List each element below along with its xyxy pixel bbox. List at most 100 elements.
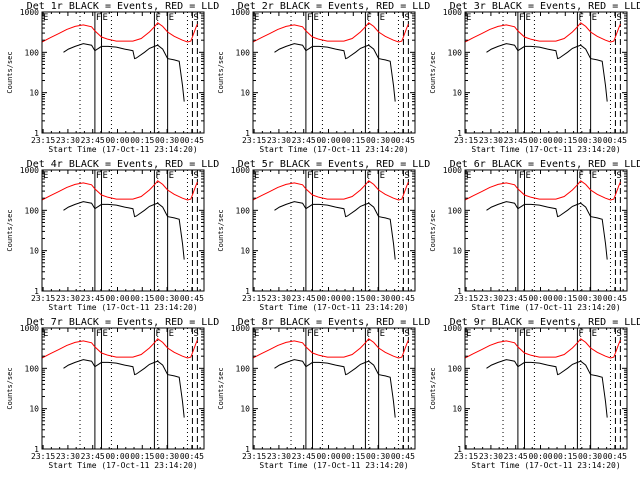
x-tick-label: 23:30 <box>267 294 291 303</box>
marker-label: E <box>254 329 259 339</box>
x-tick-label: 00:30 <box>366 136 390 145</box>
marker-label: F <box>366 13 371 23</box>
marker-label: E <box>314 13 319 23</box>
plot-frame <box>41 327 205 450</box>
x-tick-label: 00:15 <box>130 294 154 303</box>
y-tick-label: 10 <box>240 405 250 414</box>
x-tick-label: 00:30 <box>155 452 179 461</box>
series-line-events <box>63 201 185 260</box>
x-tick-label: 00:45 <box>391 452 415 461</box>
x-tick-label: 23:45 <box>504 136 528 145</box>
y-axis-label: Counts/sec <box>6 367 14 409</box>
x-tick-label: 00:00 <box>528 294 552 303</box>
marker-label: E <box>592 13 597 23</box>
y-tick-label: 1 <box>245 287 250 296</box>
y-axis-label: Counts/sec <box>6 51 14 93</box>
x-tick-label: 00:30 <box>366 452 390 461</box>
marker-label: F <box>519 13 524 23</box>
marker-label: E <box>526 171 531 181</box>
y-tick-label: 1 <box>34 445 39 454</box>
x-tick-label: 00:00 <box>105 452 129 461</box>
marker-label: F <box>578 171 583 181</box>
x-tick-label: 23:30 <box>56 452 80 461</box>
y-tick-label: 10 <box>240 247 250 256</box>
y-axis-label: Counts/sec <box>217 51 225 93</box>
marker-label: E <box>592 171 597 181</box>
y-axis-label: Counts/sec <box>217 367 225 409</box>
series-line-events <box>274 43 396 102</box>
x-axis-label: Start Time (17-Oct-11 23:14:20) <box>48 145 197 154</box>
y-tick-label: 100 <box>25 206 40 215</box>
x-tick-label: 00:30 <box>155 294 179 303</box>
y-tick-label: 100 <box>25 364 40 373</box>
x-tick-label: 00:45 <box>603 136 627 145</box>
y-tick-label: 10 <box>452 247 462 256</box>
x-tick-label: 23:15 <box>242 136 266 145</box>
x-tick-label: 00:00 <box>316 136 340 145</box>
plot-frame <box>252 11 416 134</box>
marker-label: F <box>519 329 524 339</box>
x-axis-label: Start Time (17-Oct-11 23:14:20) <box>471 145 620 154</box>
y-tick-label: 1000 <box>231 166 250 175</box>
chart-title: Det 8r BLACK = Events, RED = LLD <box>238 317 431 328</box>
marker-label: F <box>155 329 160 339</box>
x-tick-label: 23:15 <box>454 452 478 461</box>
series-line-lld <box>465 338 621 359</box>
x-tick-label: 23:30 <box>56 136 80 145</box>
x-tick-label: 00:00 <box>105 136 129 145</box>
marker-label: F <box>307 171 312 181</box>
x-tick-label: 00:15 <box>341 294 365 303</box>
x-tick-label: 23:30 <box>479 452 503 461</box>
y-tick-label: 1 <box>34 287 39 296</box>
x-tick-label: 23:45 <box>504 294 528 303</box>
y-tick-label: 1000 <box>20 324 39 333</box>
x-tick-label: 00:45 <box>391 136 415 145</box>
x-tick-label: 00:15 <box>341 136 365 145</box>
y-tick-label: 1000 <box>443 8 462 17</box>
chart-title: Det 4r BLACK = Events, RED = LLD <box>27 159 220 170</box>
x-axis-label: Start Time (17-Oct-11 23:14:20) <box>48 461 197 470</box>
x-tick-label: 23:30 <box>479 136 503 145</box>
x-tick-label: 23:15 <box>454 136 478 145</box>
x-tick-label: 00:45 <box>180 294 204 303</box>
marker-label: E <box>103 171 108 181</box>
chart-title: Det 2r BLACK = Events, RED = LLD <box>238 1 431 12</box>
x-tick-label: 23:15 <box>31 136 55 145</box>
y-tick-label: 1 <box>34 129 39 138</box>
y-tick-label: 100 <box>448 48 463 57</box>
y-tick-label: 10 <box>452 89 462 98</box>
x-tick-label: 00:15 <box>130 452 154 461</box>
x-tick-label: 23:15 <box>242 452 266 461</box>
marker-label: S <box>193 171 198 181</box>
x-tick-label: 00:30 <box>578 294 602 303</box>
marker-label: F <box>578 13 583 23</box>
y-tick-label: 100 <box>448 364 463 373</box>
x-tick-label: 23:30 <box>267 136 291 145</box>
y-axis-label: Counts/sec <box>6 209 14 251</box>
marker-label: E <box>169 13 174 23</box>
marker-label: F <box>155 13 160 23</box>
series-line-events <box>486 43 608 102</box>
chart-title: Det 6r BLACK = Events, RED = LLD <box>450 159 640 170</box>
chart-title: Det 1r BLACK = Events, RED = LLD <box>27 1 220 12</box>
x-tick-label: 00:30 <box>366 294 390 303</box>
y-tick-label: 1 <box>457 129 462 138</box>
x-axis-label: Start Time (17-Oct-11 23:14:20) <box>259 303 408 312</box>
marker-label: S <box>404 171 409 181</box>
x-tick-label: 23:15 <box>31 452 55 461</box>
x-tick-label: 23:45 <box>292 136 316 145</box>
y-tick-label: 100 <box>448 206 463 215</box>
marker-label: E <box>103 329 108 339</box>
x-tick-label: 23:15 <box>31 294 55 303</box>
marker-label: S <box>193 13 198 23</box>
marker-label: F <box>96 13 101 23</box>
series-line-events <box>486 359 608 418</box>
y-tick-label: 10 <box>29 405 39 414</box>
x-axis-label: Start Time (17-Oct-11 23:14:20) <box>259 461 408 470</box>
y-tick-label: 10 <box>452 405 462 414</box>
marker-label: E <box>254 13 259 23</box>
marker-label: E <box>254 171 259 181</box>
